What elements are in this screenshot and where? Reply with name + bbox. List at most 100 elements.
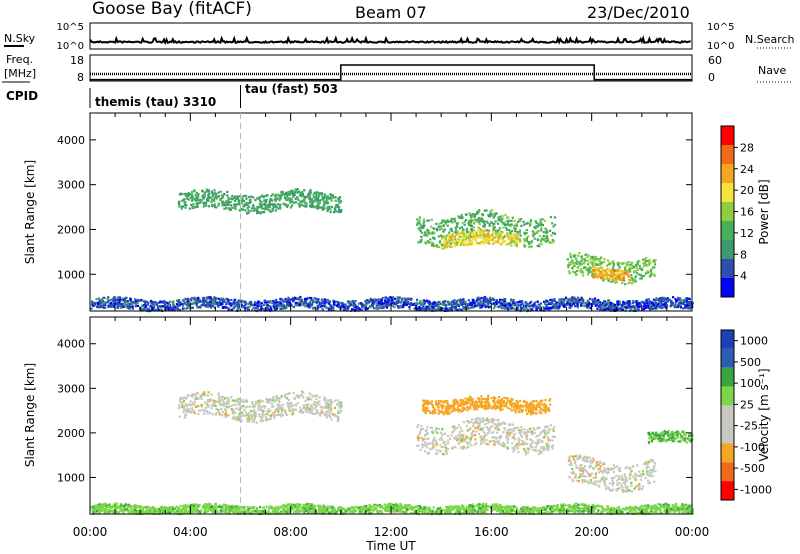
scatter-cell <box>283 409 287 412</box>
scatter-cell <box>473 213 476 216</box>
scatter-cell <box>329 405 332 408</box>
scatter-cell <box>227 414 230 417</box>
scatter-cell <box>457 298 460 302</box>
scatter-cell <box>466 243 469 246</box>
scatter-cell <box>462 305 465 309</box>
scatter-cell <box>459 300 462 303</box>
scatter-cell <box>214 404 217 407</box>
scatter-cell <box>238 203 241 206</box>
scatter-cell <box>573 300 576 303</box>
scatter-cell <box>553 232 557 235</box>
scatter-cell <box>452 429 456 432</box>
scatter-cell <box>495 235 498 238</box>
scatter-cell <box>204 393 207 396</box>
scatter-cell <box>423 220 426 223</box>
scatter-cell <box>643 262 646 265</box>
scatter-cell <box>510 219 513 222</box>
scatter-cell <box>123 299 126 302</box>
scatter-cell <box>633 306 636 309</box>
scatter-cell <box>594 275 597 279</box>
scatter-cell <box>645 263 648 266</box>
scatter-cell <box>124 304 127 307</box>
scatter-cell <box>196 405 200 408</box>
scatter-cell <box>218 301 221 304</box>
scatter-cell <box>268 201 271 204</box>
scatter-cell <box>276 403 279 406</box>
scatter-cell <box>682 307 685 310</box>
scatter-cell <box>215 206 218 209</box>
scatter-cell <box>156 302 159 305</box>
scatter-cell <box>259 199 262 202</box>
scatter-cell <box>98 306 101 309</box>
scatter-cell <box>163 305 166 308</box>
power-scatter-cells <box>90 188 694 313</box>
scatter-cell <box>455 304 458 307</box>
scatter-cell <box>301 199 304 202</box>
scatter-cell <box>477 236 480 239</box>
scatter-cell <box>501 303 504 306</box>
scatter-cell <box>665 303 668 307</box>
scatter-cell <box>205 202 208 205</box>
scatter-cell <box>481 420 484 423</box>
scatter-cell <box>195 397 198 400</box>
scatter-cell <box>338 301 341 304</box>
scatter-cell <box>259 309 262 312</box>
scatter-cell <box>481 233 484 236</box>
scatter-cell <box>141 304 144 307</box>
scatter-cell <box>207 404 211 407</box>
scatter-cell <box>525 222 528 225</box>
scatter-cell <box>418 307 421 310</box>
power-colorbar-label: Power [dB] <box>757 179 771 244</box>
scatter-cell <box>273 198 277 201</box>
scatter-cell <box>213 206 217 209</box>
scatter-cell <box>552 231 555 234</box>
scatter-cell <box>498 233 502 236</box>
scatter-cell <box>183 302 186 305</box>
scatter-cell <box>500 215 503 218</box>
scatter-cell <box>299 304 302 307</box>
scatter-cell <box>619 301 622 305</box>
scatter-cell <box>497 443 500 446</box>
scatter-cell <box>483 223 486 227</box>
scatter-cell <box>217 204 220 207</box>
scatter-cell <box>316 308 319 311</box>
scatter-cell <box>201 194 204 197</box>
scatter-cell <box>429 238 432 241</box>
scatter-cell <box>163 300 166 303</box>
scatter-cell <box>317 207 320 210</box>
scatter-cell <box>569 252 572 255</box>
scatter-cell <box>183 201 186 204</box>
scatter-cell <box>483 431 486 435</box>
scatter-cell <box>319 303 322 306</box>
scatter-cell <box>209 296 212 299</box>
scatter-cell <box>183 300 186 303</box>
colorbar-segment <box>721 202 734 221</box>
scatter-cell <box>433 436 436 439</box>
scatter-cell <box>648 261 651 264</box>
scatter-cell <box>577 254 580 257</box>
scatter-cell <box>380 298 383 301</box>
scatter-cell <box>302 194 305 198</box>
scatter-cell <box>633 270 636 273</box>
scatter-cell <box>190 404 193 407</box>
scatter-cell <box>332 305 335 308</box>
scatter-cell <box>422 304 425 307</box>
scatter-cell <box>401 297 404 300</box>
scatter-cell <box>257 211 261 214</box>
scatter-cell <box>149 305 152 308</box>
scatter-cell <box>451 447 454 450</box>
scatter-cell <box>250 417 253 420</box>
noise-tick-top-right: 10^5 <box>707 22 734 33</box>
scatter-cell <box>622 272 625 275</box>
nave-tick-0: 0 <box>708 71 715 84</box>
scatter-cell <box>200 405 203 408</box>
scatter-cell <box>108 303 111 306</box>
scatter-cell <box>277 207 280 210</box>
scatter-cell <box>330 196 333 199</box>
scatter-cell <box>102 302 106 305</box>
scatter-cell <box>307 302 310 305</box>
scatter-cell <box>526 429 529 432</box>
scatter-cell <box>540 446 543 449</box>
scatter-cell <box>607 279 610 282</box>
scatter-cell <box>562 302 565 305</box>
